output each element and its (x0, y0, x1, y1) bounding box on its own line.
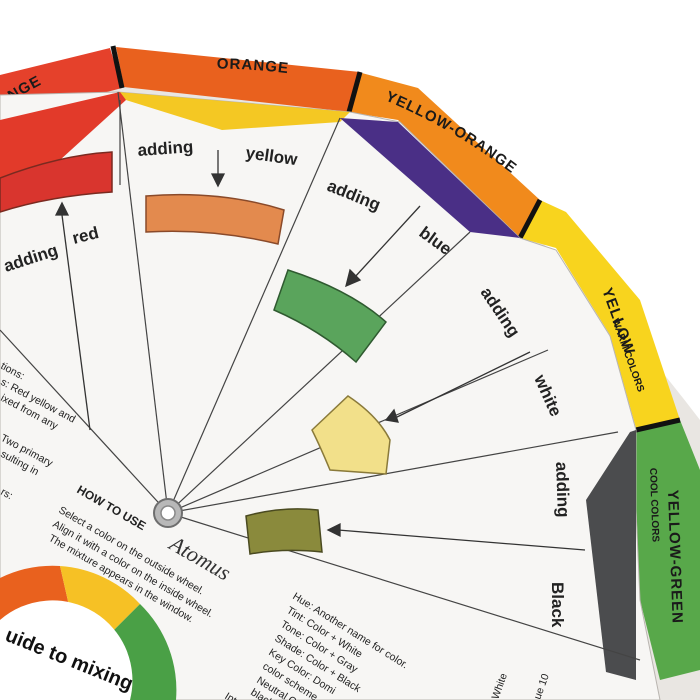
svg-text:rs:: rs: (0, 486, 15, 502)
ring-label-orange: ORANGE (217, 56, 289, 78)
svg-text:ORANGE: ORANGE (217, 56, 290, 78)
ring-label-yellow-green: YELLOW-GREEN (664, 490, 686, 625)
inner-red-band (0, 92, 126, 178)
window-green (273, 269, 388, 364)
mini-wheel (0, 565, 177, 700)
label-black: Black (548, 582, 567, 628)
ring-segment-yellow-green (636, 420, 700, 680)
label-adding-black: adding (552, 461, 573, 517)
svg-text:Int: Int (222, 690, 238, 700)
inner-violet-wedge (340, 118, 520, 238)
ring-segment-orange (116, 47, 360, 112)
inner-black-wedge (586, 430, 636, 680)
ring-segment-yellow (520, 200, 680, 428)
window-olive (245, 508, 323, 555)
outer-color-ring (0, 45, 700, 680)
window-red (0, 151, 113, 213)
ring-sublabel-cool: COOL COLORS (647, 468, 661, 543)
inner-yellow-band (118, 92, 350, 130)
center-rivet (153, 498, 183, 528)
ring-segment-yellow-orange (348, 72, 540, 238)
label-adding-yellow: adding (137, 137, 194, 160)
window-orange (145, 193, 285, 245)
pointer-arrows (54, 150, 586, 551)
radial-dividers (0, 91, 641, 661)
window-pale-yellow (311, 395, 391, 475)
